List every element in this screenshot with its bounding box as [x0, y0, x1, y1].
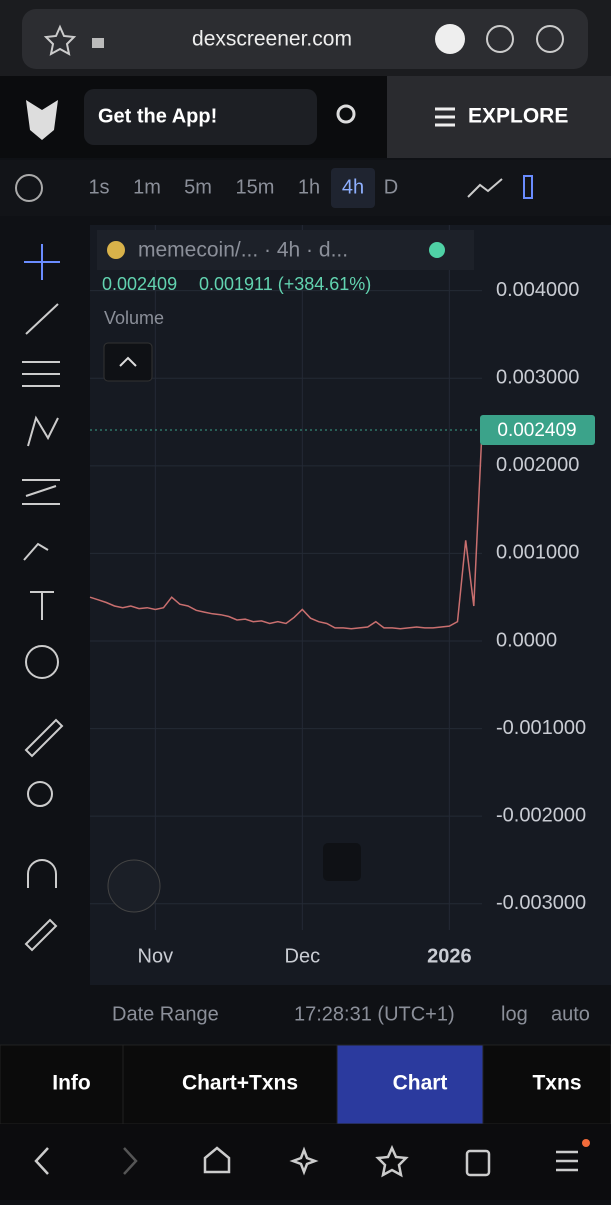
y-tick-label: -0.002000 [496, 804, 586, 826]
status-dot [429, 242, 445, 258]
crosshair-tool[interactable] [24, 244, 60, 280]
auto-toggle[interactable]: auto [551, 1003, 590, 1025]
interval[interactable]: 4h [342, 176, 364, 198]
trendline-tool[interactable] [25, 303, 59, 335]
y-tick-label: 0.0000 [496, 629, 557, 651]
nav-bar [0, 1124, 611, 1200]
back-button[interactable] [34, 1147, 49, 1175]
bookmark-icon[interactable] [43, 24, 77, 56]
app-button[interactable] [84, 89, 317, 145]
lock-draw-tool[interactable] [24, 918, 58, 952]
price-tag [480, 415, 595, 445]
pattern-tool[interactable] [27, 415, 59, 447]
candle-type-icon[interactable] [523, 175, 533, 199]
home-button[interactable] [203, 1146, 231, 1174]
tab-label: Chart [393, 1072, 448, 1095]
tabs-button[interactable] [465, 1149, 491, 1177]
y-tick-label: 0.003000 [496, 367, 579, 389]
footer-bar [0, 985, 611, 1045]
tab[interactable] [482, 1044, 611, 1125]
tv-logo[interactable] [107, 859, 161, 913]
tab[interactable] [0, 1044, 124, 1125]
brush-tool[interactable] [23, 542, 49, 561]
price-line [89, 429, 483, 630]
price-tag-label: 0.002409 [497, 420, 576, 441]
interval[interactable]: 1s [88, 176, 109, 198]
interval[interactable]: D [384, 176, 398, 198]
explore-button[interactable] [387, 76, 611, 158]
collapse-button[interactable] [103, 342, 153, 382]
legend-volume: Volume [104, 308, 164, 328]
explore-label: EXPLORE [468, 105, 568, 128]
tab-label: Chart+Txns [182, 1072, 298, 1095]
app-button-label: Get the App! [98, 105, 217, 127]
fib-tool[interactable] [22, 361, 60, 387]
interval-active-bg [331, 168, 375, 208]
notification-dot [582, 1139, 590, 1147]
legend-price: 0.002409 [102, 274, 177, 294]
text-tool[interactable] [30, 591, 54, 620]
emoji-tool[interactable] [25, 645, 59, 679]
interval[interactable]: 1m [133, 176, 161, 198]
download-icon[interactable] [486, 25, 514, 53]
tab-label: Txns [532, 1072, 581, 1095]
ai-button[interactable] [289, 1146, 319, 1176]
chevron [119, 356, 137, 367]
menu-icon [435, 107, 455, 127]
reload-icon[interactable] [536, 25, 564, 53]
token-icon [107, 241, 125, 259]
legend-pair[interactable]: memecoin/... · 4h · d... [138, 239, 348, 262]
log-toggle[interactable]: log [501, 1003, 528, 1025]
url[interactable]: dexscreener.com [192, 28, 352, 51]
tab[interactable] [122, 1044, 338, 1125]
interval[interactable]: 15m [236, 176, 275, 198]
lock-icon [92, 38, 104, 48]
search-icon[interactable] [336, 104, 356, 124]
zoom-tool[interactable] [27, 781, 53, 807]
y-tick-label: 0.001000 [496, 542, 579, 564]
y-tick-label: -0.001000 [496, 717, 586, 739]
clock: 17:28:31 (UTC+1) [294, 1003, 455, 1025]
forecast-tool[interactable] [22, 479, 60, 505]
tool-column [0, 216, 90, 1046]
bookmarks-button[interactable] [375, 1144, 409, 1178]
x-tick-label: Nov [138, 945, 174, 967]
reset-button[interactable] [323, 843, 361, 881]
line-type-icon[interactable] [467, 178, 503, 198]
y-tick-label: -0.003000 [496, 892, 586, 914]
tab-label: Info [52, 1072, 90, 1095]
menu-button[interactable] [556, 1150, 578, 1172]
y-tick-label: 0.002000 [496, 454, 579, 476]
interval[interactable]: 1h [298, 176, 320, 198]
x-tick-label: Dec [285, 945, 321, 967]
legend-change: 0.001911 (+384.61%) [199, 274, 371, 294]
add-icon[interactable] [15, 174, 43, 202]
url-box[interactable] [22, 9, 588, 69]
magnet-tool[interactable] [27, 859, 57, 888]
toolbar [0, 160, 611, 216]
x-tick-label: 2026 [427, 945, 472, 967]
ruler-tool[interactable] [24, 718, 64, 758]
site-icon[interactable] [435, 24, 465, 54]
interval[interactable]: 5m [184, 176, 212, 198]
logo[interactable] [26, 100, 58, 140]
y-tick-label: 0.004000 [496, 279, 579, 301]
date-range[interactable]: Date Range [112, 1003, 219, 1025]
legend-box [97, 230, 474, 270]
forward-button[interactable] [123, 1147, 138, 1175]
